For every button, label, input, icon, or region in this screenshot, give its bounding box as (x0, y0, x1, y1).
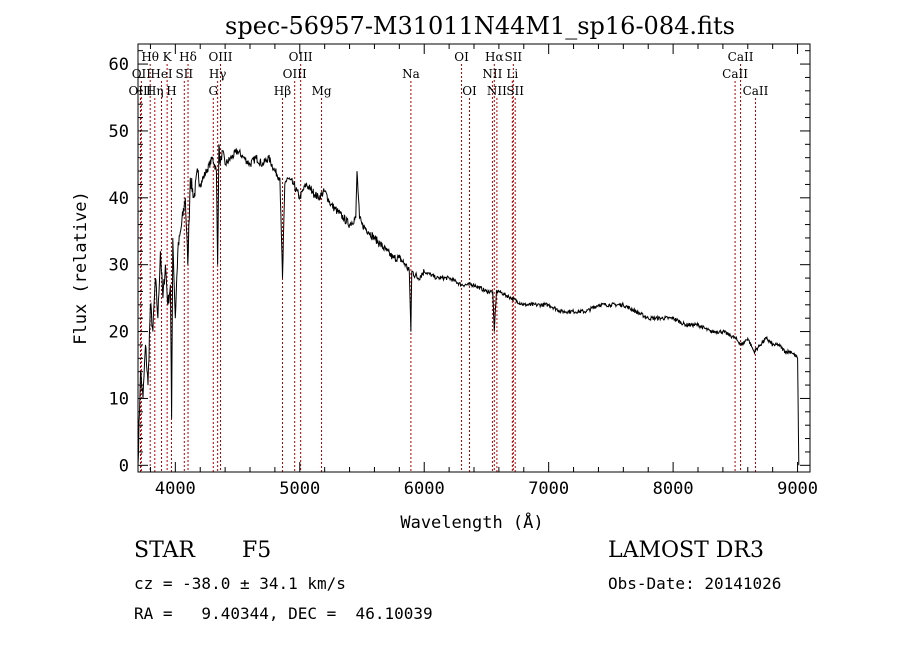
x-axis-label: Wavelength (Å) (400, 511, 543, 533)
line-marker-label: OI (462, 84, 477, 98)
axis-ticks: 4000 5000 6000 7000 8000 9000 0 10 20 30 40 50 60 (109, 44, 818, 499)
y-tick-label: 0 (119, 456, 129, 476)
y-axis-label: Flux (relative) (71, 191, 91, 345)
line-marker-label: Mg (312, 84, 332, 98)
line-marker-label: OIII (208, 50, 232, 64)
flux-series-line (137, 144, 800, 466)
line-marker-label: Hγ (209, 67, 227, 81)
line-marker-label: H (166, 84, 176, 98)
line-marker-label: SII (506, 84, 524, 98)
survey-name: LAMOST DR3 (608, 538, 764, 563)
line-marker-label: Li (506, 67, 518, 81)
line-marker-label: Hθ (141, 50, 159, 64)
x-tick-label: 6000 (404, 479, 445, 499)
y-tick-label: 20 (109, 323, 129, 343)
line-marker-label: Hη (146, 84, 164, 98)
line-marker-label: Hα (485, 50, 504, 64)
x-tick-label: 9000 (777, 479, 818, 499)
line-marker-label: Hβ (274, 84, 291, 98)
line-marker-label: K (163, 50, 173, 64)
x-tick-label: 4000 (155, 479, 196, 499)
line-marker-label: OIII (289, 50, 313, 64)
line-marker-label: NII (487, 84, 507, 98)
y-tick-label: 10 (109, 389, 129, 409)
y-tick-label: 60 (109, 55, 129, 75)
y-tick-label: 40 (109, 189, 129, 209)
line-marker-label: Hδ (179, 50, 197, 64)
line-marker-label: OIII (283, 67, 307, 81)
obs-date: Obs-Date: 20141026 (608, 574, 782, 593)
line-marker-label: CaII (743, 84, 769, 98)
x-tick-label: 8000 (653, 479, 694, 499)
line-marker-label: OI (454, 50, 469, 64)
redshift-value: cz = -38.0 ± 34.1 km/s (134, 574, 346, 593)
line-marker-label: CaII (728, 50, 754, 64)
y-tick-label: 50 (109, 122, 129, 142)
x-tick-label: 5000 (279, 479, 320, 499)
plot-frame (137, 43, 811, 473)
x-tick-label: 7000 (528, 479, 569, 499)
line-marker-label: OII (132, 67, 152, 81)
line-marker-label: Na (402, 67, 420, 81)
spectral-subclass: F5 (242, 538, 272, 563)
object-class: STAR (134, 538, 195, 563)
line-marker-label: CaII (722, 67, 748, 81)
line-marker-label: NII (482, 67, 502, 81)
line-marker-label: G (208, 84, 218, 98)
chart-title: spec-56957-M31011N44M1_sp16-084.fits (225, 12, 735, 40)
line-marker-label: SII (175, 67, 193, 81)
coordinates: RA = 9.40344, DEC = 46.10039 (134, 604, 433, 623)
line-marker-label: SII (504, 50, 522, 64)
y-tick-label: 30 (109, 256, 129, 276)
line-marker-label: HeI (150, 67, 173, 81)
